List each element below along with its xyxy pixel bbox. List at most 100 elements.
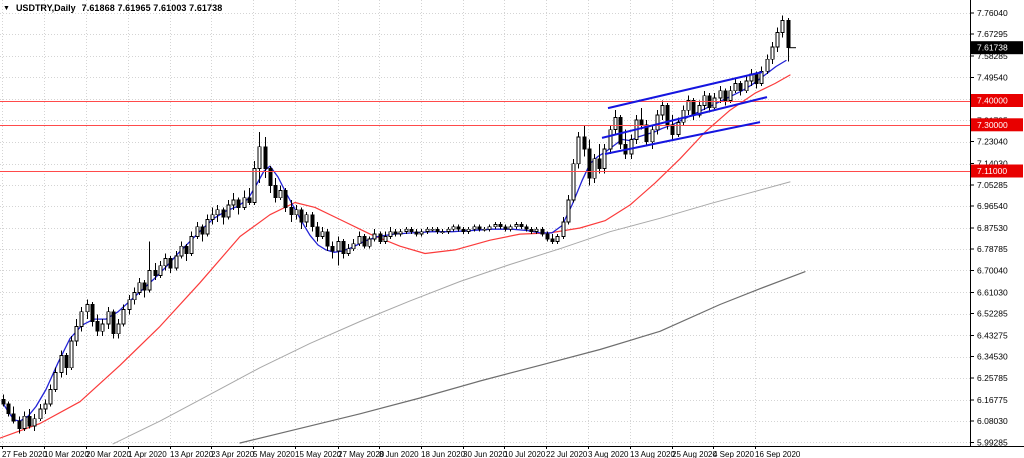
candle-bear (540, 228, 545, 235)
candle-bull (179, 245, 184, 257)
candle-bull (718, 90, 723, 99)
candle-bear (435, 228, 440, 232)
price-tick-label: 6.52285 (977, 309, 1008, 319)
candle-bull (602, 148, 607, 169)
candle-bear (524, 226, 529, 230)
candle-bear (691, 100, 696, 116)
candle-bear (90, 304, 95, 322)
candle-bull (304, 214, 309, 223)
date-tick-label: 30 Jun 2020 (463, 450, 508, 458)
candle-bear (393, 231, 398, 235)
date-tick-label: 18 Jun 2020 (421, 450, 466, 458)
date-tick-label: 13 Aug 2020 (630, 450, 675, 458)
candle-bull (336, 240, 341, 252)
candle-bear (95, 321, 100, 332)
candle-bull (59, 355, 64, 373)
price-tick-label: 7.67295 (977, 29, 1008, 39)
candle-bull (367, 238, 372, 247)
price-tick-label: 6.61030 (977, 287, 1008, 297)
price-tick-label: 7.05285 (977, 180, 1008, 190)
candle-bear (299, 209, 304, 223)
candle-bull (686, 100, 691, 111)
candle-bull (576, 136, 581, 165)
candle-bear (529, 228, 534, 232)
symbol-marker-icon[interactable]: ▼ (3, 4, 10, 12)
candle-bear (168, 257, 173, 269)
candle-bull (74, 325, 79, 342)
price-tick-label: 5.99285 (977, 437, 1008, 447)
candle-bull (733, 83, 738, 92)
ohlc-values-label: 7.61868 7.61965 7.61003 7.61738 (81, 3, 223, 13)
candle-bear (153, 270, 158, 276)
date-tick-label: 8 Jun 2020 (379, 450, 419, 458)
candle-bull (85, 304, 90, 313)
candle-bull (383, 236, 388, 242)
candle-bear (738, 83, 743, 92)
candle-bull (205, 219, 210, 235)
candle-bear (519, 223, 524, 228)
candle-bull (472, 226, 477, 230)
candle-bull (38, 408, 43, 420)
candle-bear (456, 226, 461, 230)
candle-bear (597, 158, 602, 169)
candle-bear (247, 197, 252, 203)
candle-bull (765, 58, 770, 72)
candle-bull (372, 233, 377, 240)
price-tag-7.11000 (971, 164, 1023, 178)
price-tick-label: 6.96540 (977, 201, 1008, 211)
candle-bull (174, 255, 179, 269)
candle-bull (482, 228, 487, 231)
candle-bull (660, 105, 665, 116)
candle-bear (200, 226, 205, 235)
candle-bear (263, 146, 268, 169)
candle-bear (325, 231, 330, 247)
candle-bull (592, 158, 597, 179)
candle-bull (712, 97, 717, 109)
candle-bear (289, 206, 294, 216)
candle-bear (723, 90, 728, 101)
symbol-timeframe-label: USDTRY,Daily (15, 3, 76, 13)
candle-bear (362, 236, 367, 247)
candle-bull (770, 46, 775, 60)
price-axis[interactable]: 7.760407.672957.582857.495407.407957.317… (970, 8, 1023, 447)
candle-bull (655, 114, 660, 131)
candle-bull (534, 228, 539, 232)
candle-bear (11, 413, 16, 422)
date-tick-label: 27 May 2020 (338, 450, 385, 458)
candle-bear (221, 209, 226, 218)
price-tick-label: 6.34530 (977, 352, 1008, 362)
candle-bear (503, 226, 508, 230)
current-price-tag (971, 41, 1023, 55)
candle-bull (702, 95, 707, 106)
candle-bear (378, 233, 383, 242)
candle-bull (514, 223, 519, 228)
candle-bull (22, 415, 27, 429)
candle-bull (257, 146, 262, 169)
candle-bull (493, 223, 498, 228)
candle-bull (215, 209, 220, 216)
candle-bull (163, 257, 168, 267)
candle-bear (550, 238, 555, 242)
candle-bull (775, 32, 780, 48)
candle-bear (341, 240, 346, 254)
candle-bear (273, 185, 278, 199)
candle-bear (330, 245, 335, 252)
price-tick-label: 6.43275 (977, 330, 1008, 340)
candle-bull (566, 199, 571, 223)
candle-bear (587, 148, 592, 179)
candle-bull (210, 214, 215, 220)
price-tick-label: 7.58285 (977, 51, 1008, 61)
candle-bear (618, 117, 623, 145)
date-tick-label: 5 May 2020 (253, 450, 295, 458)
price-tick-label: 6.87530 (977, 223, 1008, 233)
candle-bull (404, 228, 409, 232)
date-tick-label: 3 Aug 2020 (588, 450, 629, 458)
candle-bear (414, 231, 419, 235)
candle-bull (446, 228, 451, 232)
candle-bull (676, 122, 681, 135)
candle-bull (226, 204, 231, 218)
date-tick-label: 1 Apr 2020 (128, 450, 167, 458)
